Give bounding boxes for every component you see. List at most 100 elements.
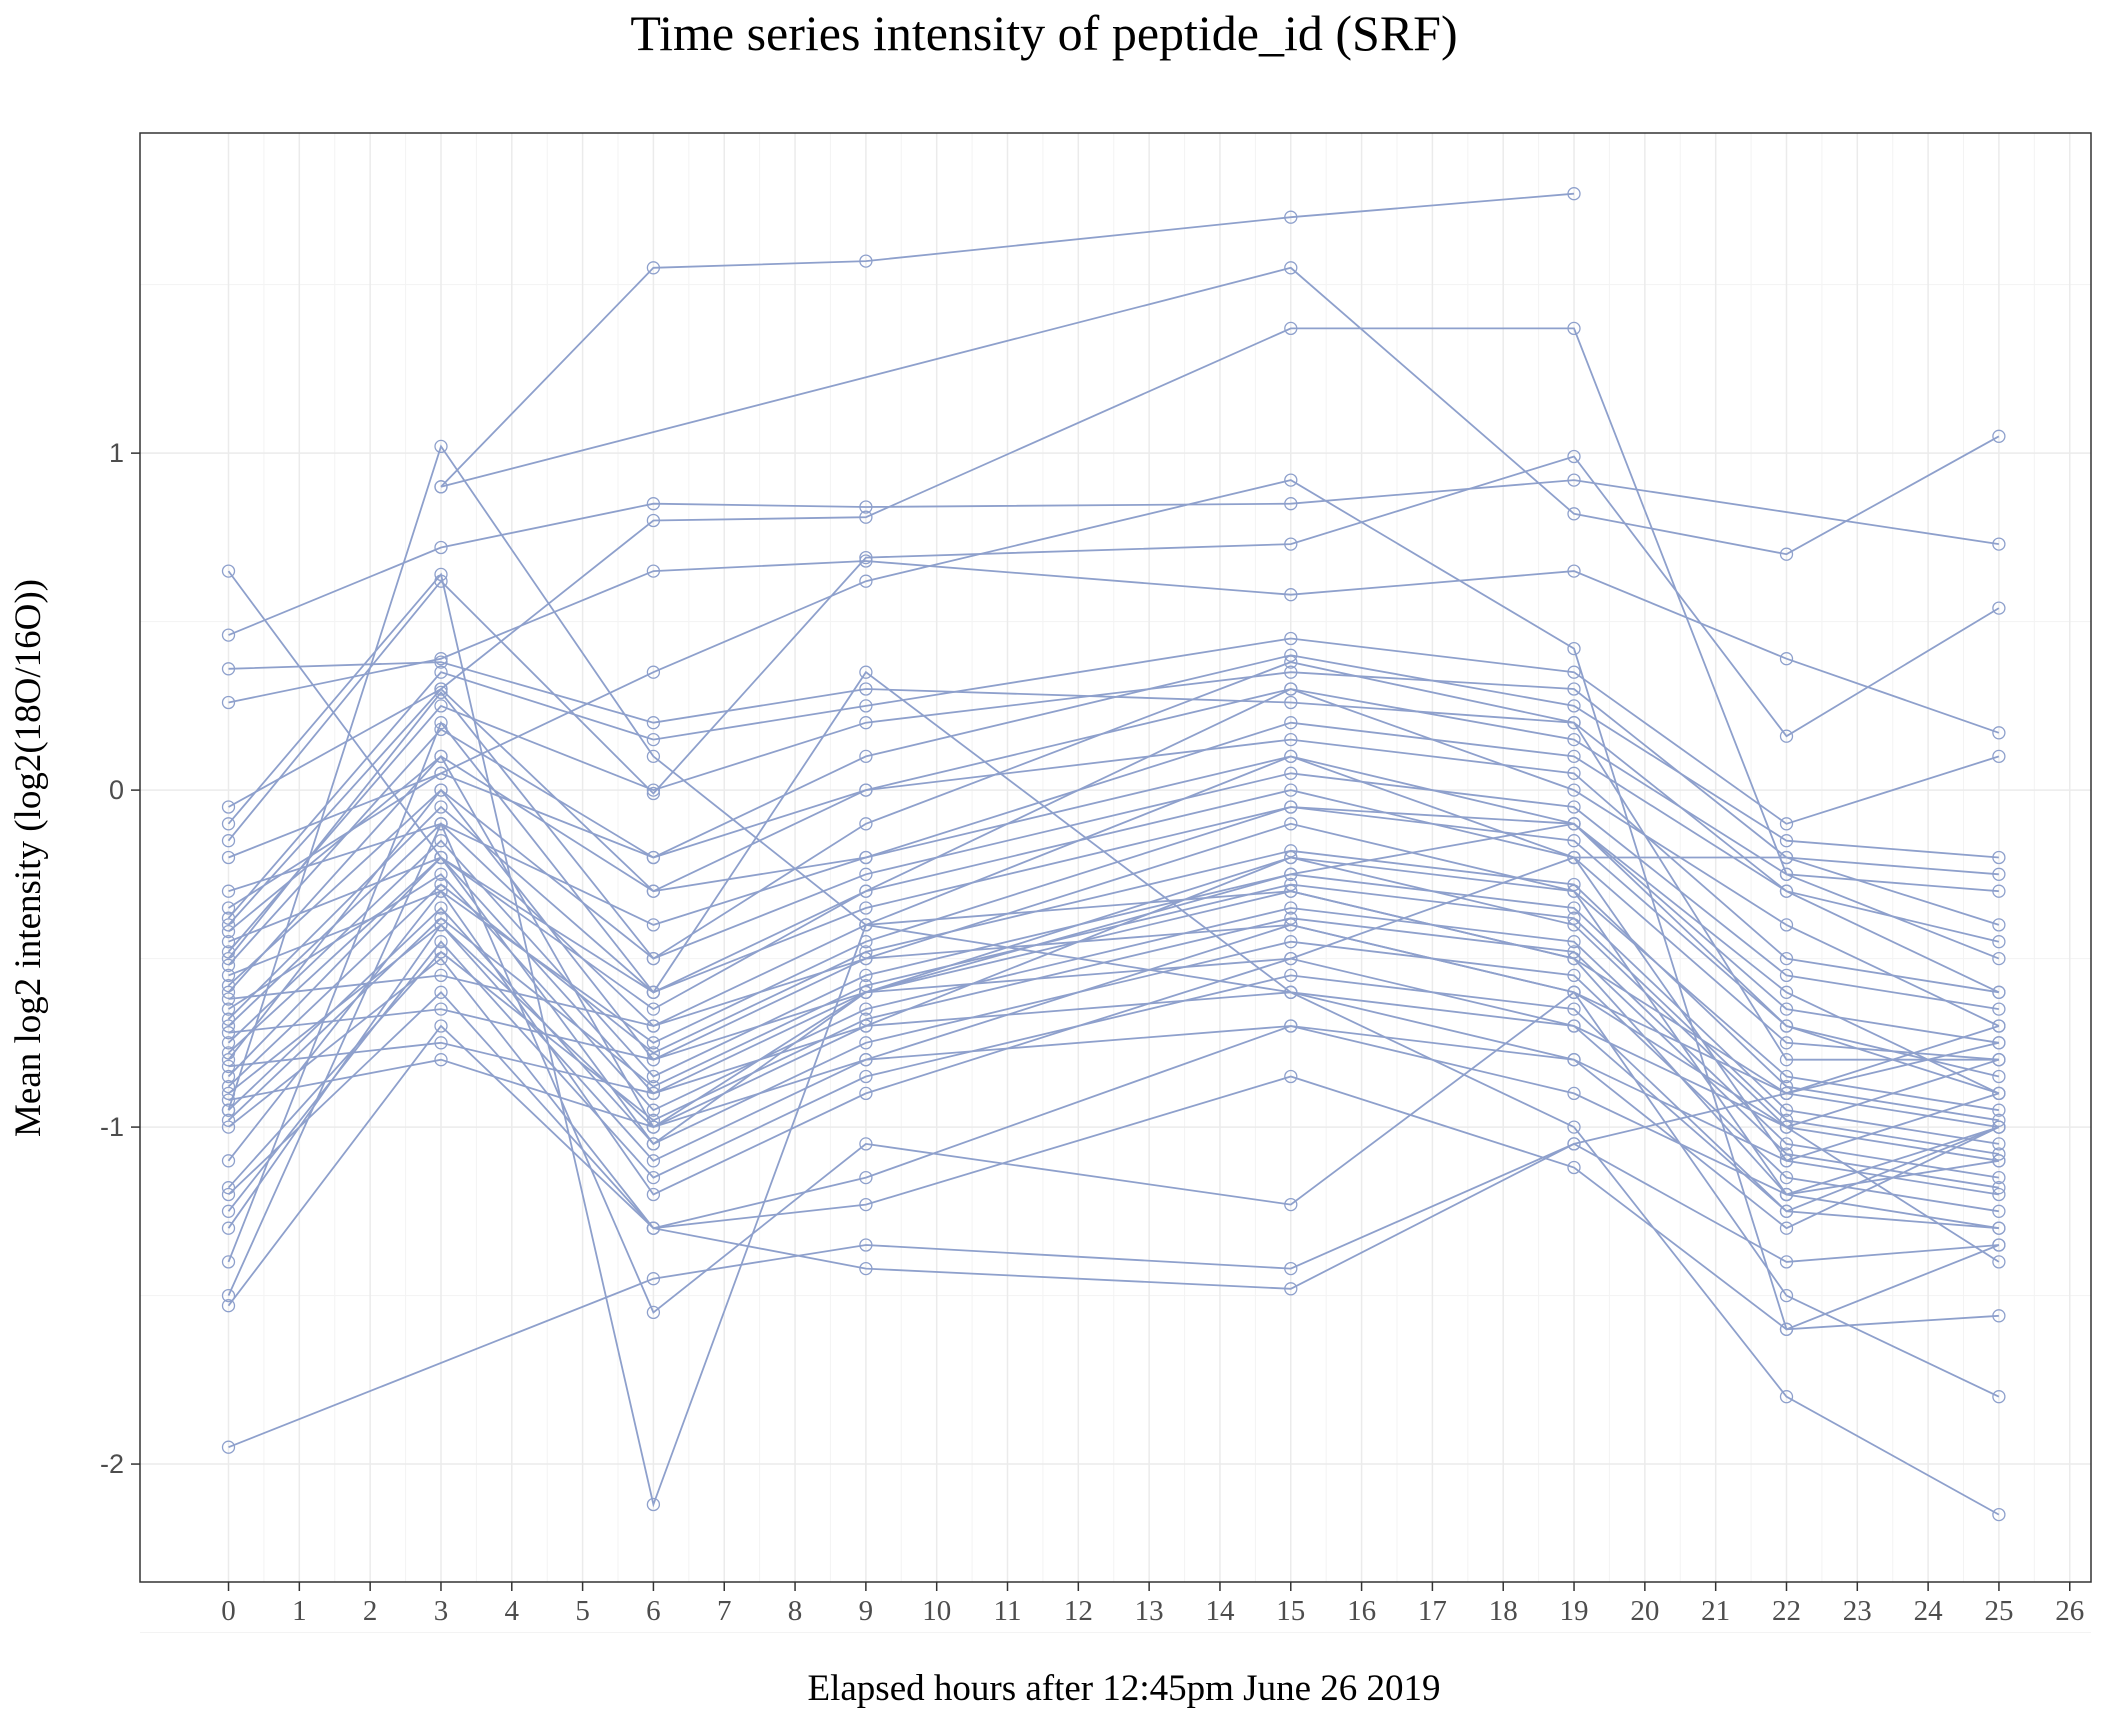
data-point <box>646 732 661 747</box>
data-point <box>1992 1086 2006 1101</box>
data-point <box>221 935 236 949</box>
data-point <box>1567 834 1581 848</box>
data-point <box>1284 732 1298 747</box>
data-point <box>1284 867 1298 881</box>
data-point <box>221 992 236 1006</box>
data-point <box>646 1036 661 1050</box>
data-point <box>646 1170 661 1185</box>
series-line <box>227 789 1999 1061</box>
data-point <box>1992 1120 2006 1134</box>
data-point <box>221 1069 236 1084</box>
data-point <box>434 817 448 831</box>
data-point <box>1992 1187 2006 1202</box>
x-tick-label: 6 <box>646 1595 661 1627</box>
series-line <box>440 266 2000 556</box>
y-axis-title: Mean log2 intensity (log2(18O/16O)) <box>8 579 49 1137</box>
data-point <box>221 924 236 939</box>
x-tick-label: 1 <box>292 1595 307 1627</box>
data-point <box>221 800 236 814</box>
x-tick-label: 4 <box>505 1595 520 1627</box>
data-point <box>1284 766 1298 780</box>
data-point <box>859 918 873 932</box>
data-point <box>1992 749 2006 764</box>
data-point <box>859 550 873 565</box>
data-point <box>1779 867 1794 881</box>
data-point <box>434 968 448 983</box>
x-tick-label: 11 <box>994 1595 1022 1627</box>
data-point <box>1992 1507 2006 1522</box>
x-tick-label: 13 <box>1135 1595 1164 1627</box>
data-point <box>646 1154 661 1168</box>
series-line <box>227 661 1999 1061</box>
data-point <box>1284 321 1298 336</box>
data-point <box>646 1221 661 1235</box>
series-line <box>227 1024 2000 1307</box>
data-point <box>1992 1390 2006 1404</box>
data-point <box>434 540 448 555</box>
data-point <box>646 513 661 528</box>
x-tick-label: 26 <box>2055 1595 2084 1627</box>
x-tick-label: 22 <box>1772 1595 1801 1627</box>
series-line <box>227 991 2000 1331</box>
series-line <box>227 654 1999 966</box>
data-point <box>1567 911 1581 925</box>
data-point <box>859 554 873 568</box>
x-axis: 0 1 2 3 4 5 6 7 8 9 10 11 12 13 14 15 16 17 18 19 20 21 22 23 24… <box>221 1582 2084 1627</box>
data-point <box>1284 1261 1298 1276</box>
data-point <box>1779 1069 1794 1084</box>
data-point <box>221 628 236 642</box>
data-point <box>1567 766 1581 780</box>
data-point <box>434 439 448 454</box>
data-point <box>1567 1160 1581 1175</box>
data-point <box>646 749 661 764</box>
data-point <box>221 884 236 898</box>
data-point <box>1284 1019 1298 1033</box>
data-point <box>221 1299 236 1313</box>
data-point <box>1992 951 2006 966</box>
series-line <box>228 661 2000 994</box>
data-point <box>1992 1053 2006 1067</box>
data-point <box>221 1120 236 1134</box>
data-point <box>1284 951 1298 966</box>
data-point <box>646 850 661 865</box>
data-point <box>646 1086 661 1101</box>
data-point <box>221 1002 236 1016</box>
x-tick-label: 10 <box>922 1595 951 1627</box>
data-point <box>221 1026 236 1040</box>
series-line <box>227 671 1999 953</box>
data-point <box>434 985 448 999</box>
data-point <box>1284 695 1298 710</box>
data-point <box>1992 985 2006 999</box>
data-point <box>1992 429 2006 443</box>
data-point <box>221 1036 236 1050</box>
data-point <box>859 951 873 966</box>
x-tick-label: 2 <box>363 1595 378 1627</box>
data-point <box>1567 1086 1581 1101</box>
data-point <box>859 749 873 764</box>
x-axis-title: Elapsed hours after 12:45pm June 26 2019 <box>808 1668 1441 1709</box>
data-point <box>1992 850 2006 865</box>
data-point <box>221 945 236 959</box>
data-point <box>1284 497 1298 511</box>
y-axis: -2 -1 0 1 <box>100 438 140 1479</box>
data-point <box>221 817 236 831</box>
x-tick-label: 9 <box>859 1595 874 1627</box>
data-point <box>1284 918 1298 932</box>
series-line <box>227 957 2000 1230</box>
data-point <box>221 834 236 848</box>
data-point <box>646 564 661 578</box>
grid-lines <box>140 133 2091 1634</box>
data-point <box>221 978 236 993</box>
data-point <box>1284 800 1298 814</box>
data-point <box>1779 1019 1794 1033</box>
series-line <box>227 687 2000 926</box>
data-point <box>221 968 236 983</box>
data-point <box>1779 652 1794 666</box>
series-line <box>228 479 1999 1331</box>
data-point <box>1284 588 1298 602</box>
data-point <box>1992 1113 2006 1127</box>
data-point <box>221 1012 236 1026</box>
data-point <box>1992 1204 2006 1218</box>
data-point <box>646 1137 661 1151</box>
data-point <box>434 783 448 797</box>
